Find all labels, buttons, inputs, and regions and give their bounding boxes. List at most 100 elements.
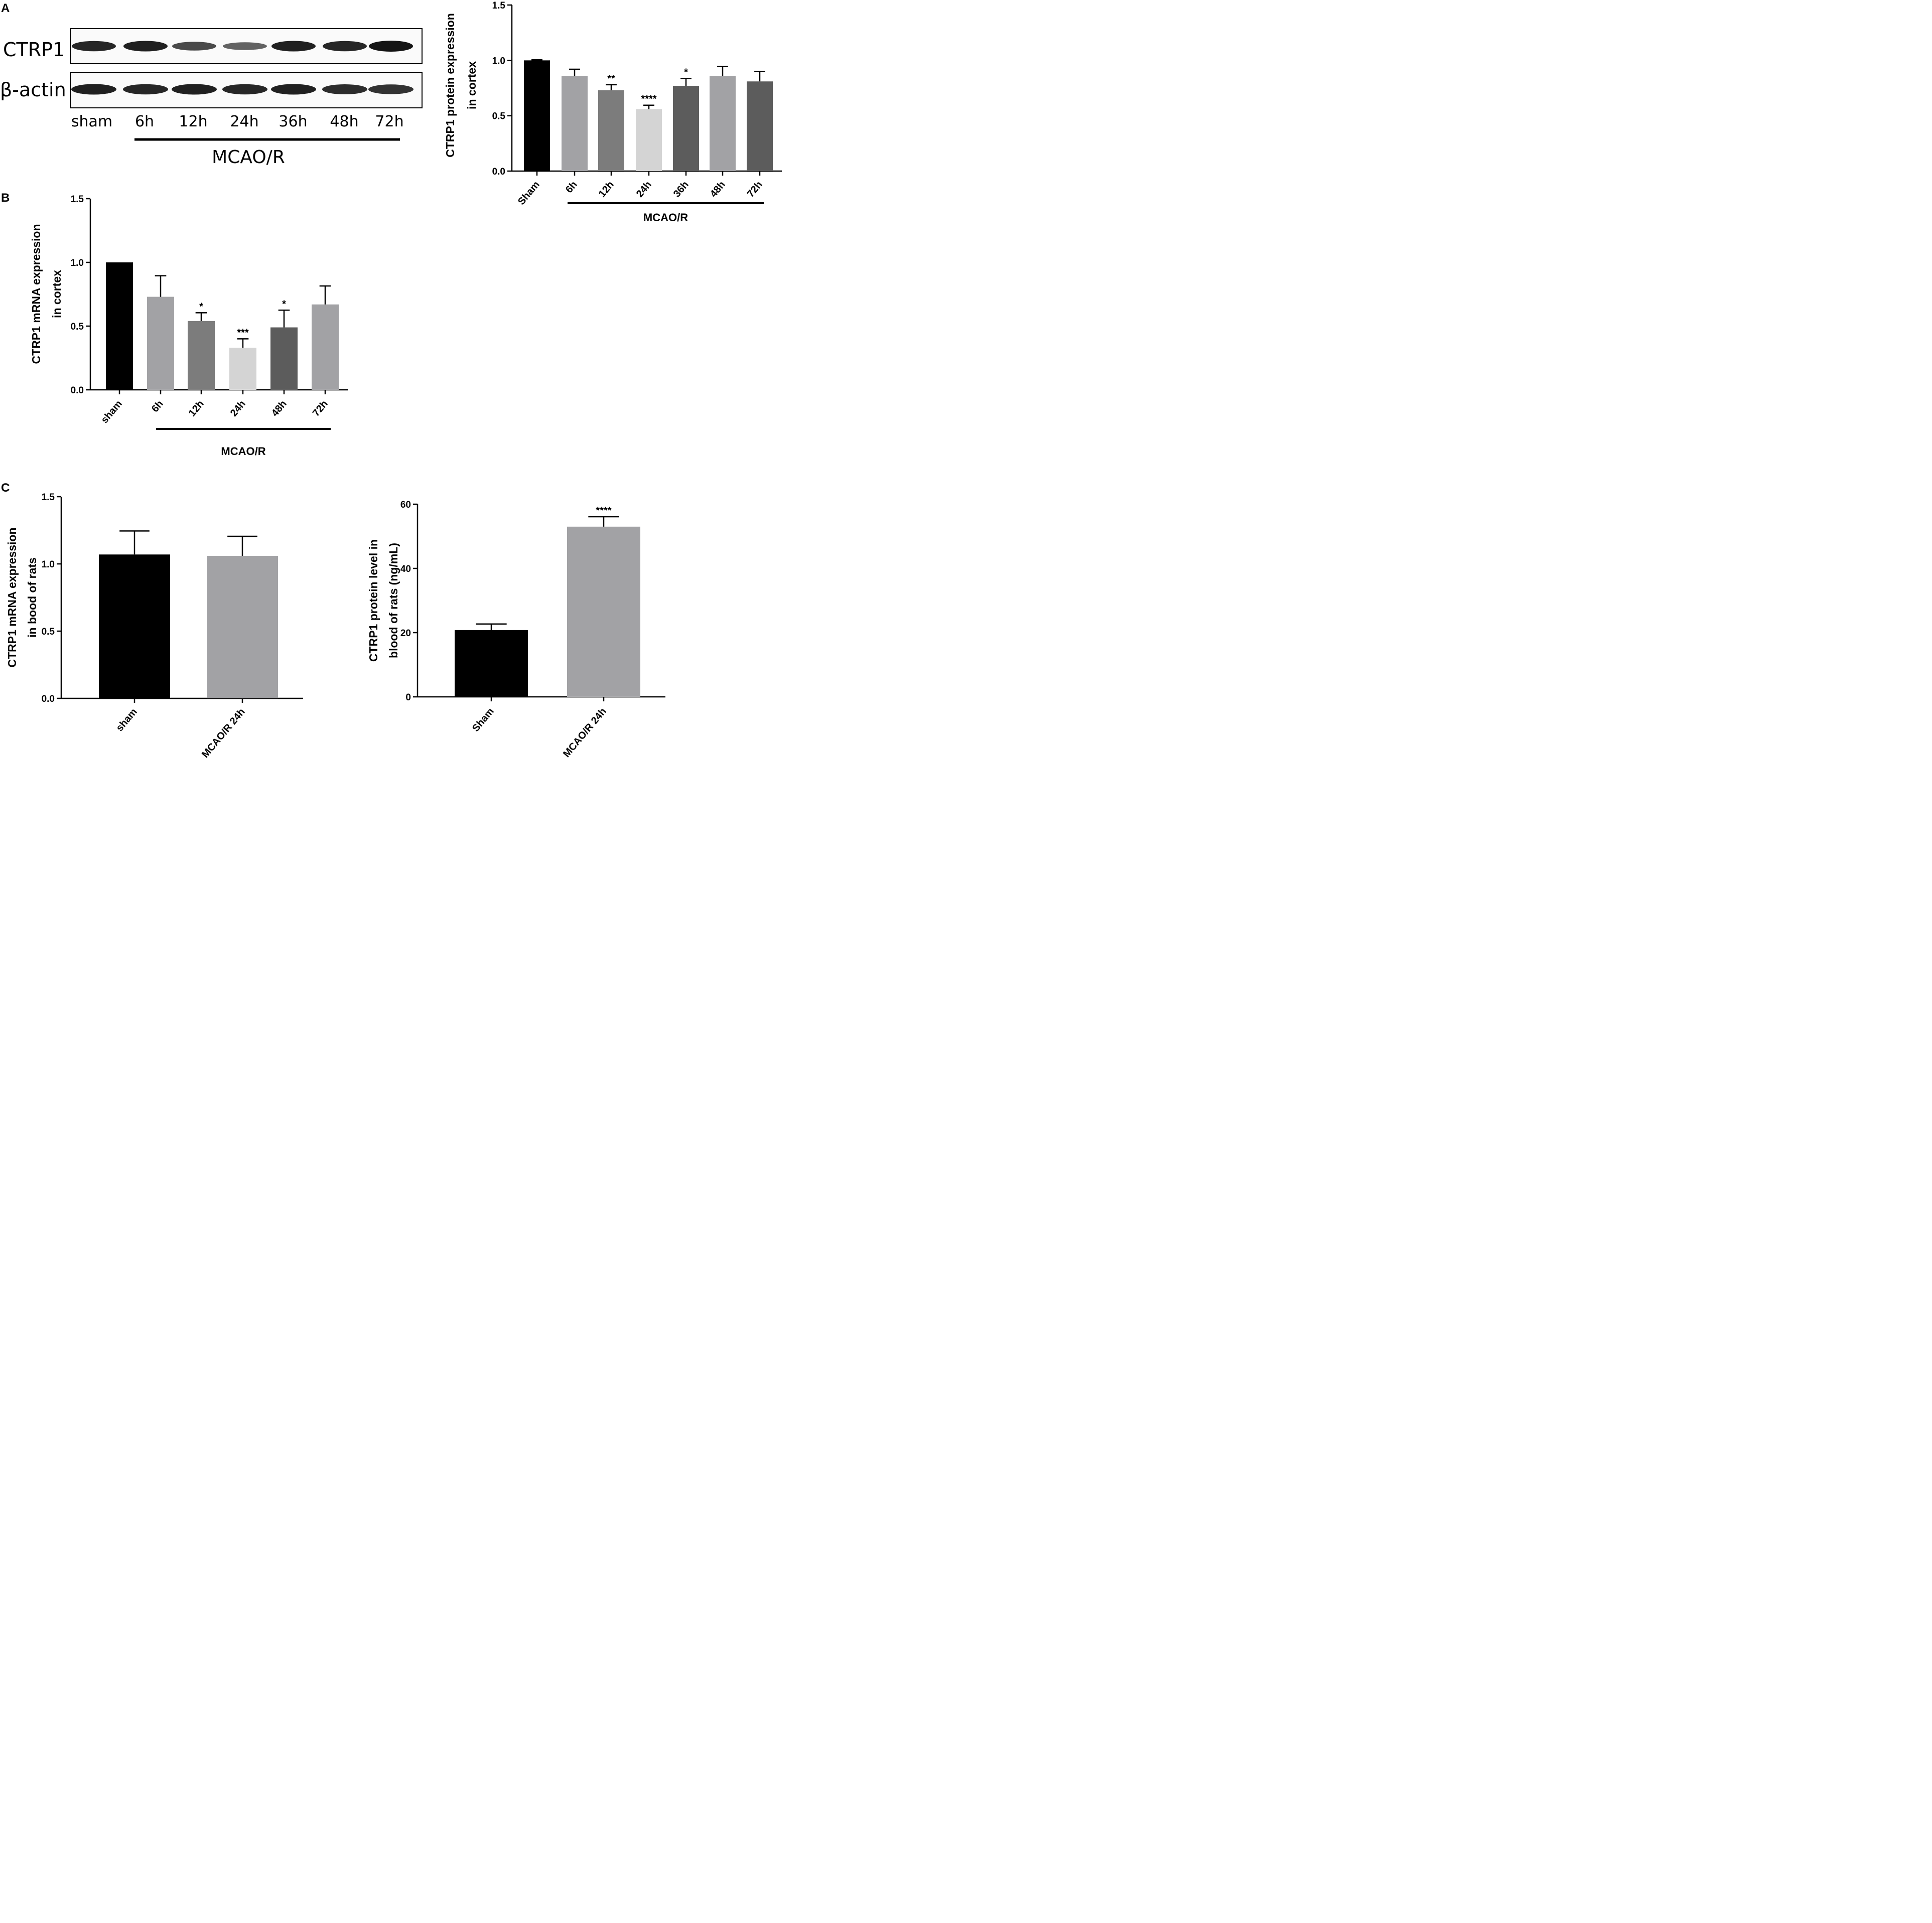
bar — [312, 304, 339, 390]
y-tick-label: 1.5 — [492, 1, 506, 11]
y-tick-label: 1.5 — [71, 194, 84, 205]
chart-protein-blood: 0 20 40 60 CTRP1 protein level in blood of ra… — [367, 500, 665, 760]
x-tick-label: 12h — [187, 398, 206, 419]
significance-marker: **** — [641, 94, 656, 105]
bar — [747, 81, 773, 171]
bar — [710, 76, 736, 171]
y-tick-label: 0.0 — [71, 385, 84, 396]
x-tick-label: MCAO/R 24h — [561, 706, 609, 760]
y-tick-label: 0.5 — [492, 111, 506, 122]
significance-marker: * — [199, 301, 203, 312]
panel-label-b: B — [1, 191, 10, 205]
y-tick-label: 40 — [400, 564, 411, 574]
panel-label-c: C — [1, 481, 10, 495]
x-tick-label: 36h — [671, 179, 691, 200]
x-tick-label: Sham — [470, 706, 496, 734]
bar — [455, 630, 528, 697]
blot-band-ctrp1 — [369, 41, 413, 52]
bar — [524, 60, 550, 171]
western-blot: CTRP1 β-actin sham 6h 12h 24h 36h 48h 72h MCAO… — [0, 28, 423, 168]
bar — [106, 262, 133, 390]
blot-row-label-beta-actin: β-actin — [0, 79, 66, 101]
bar — [673, 86, 699, 171]
significance-marker: * — [684, 67, 688, 78]
blot-lane-label: 36h — [279, 113, 307, 130]
significance-marker: * — [282, 299, 286, 310]
x-tick-label: 48h — [269, 398, 289, 419]
x-tick-label: Sham — [516, 179, 542, 207]
blot-lane-label: 24h — [230, 113, 258, 130]
significance-marker: ** — [607, 73, 615, 84]
y-axis-label: CTRP1 mRNA expression — [6, 527, 19, 667]
blot-band-ctrp1 — [72, 41, 116, 52]
blot-lane-label: 72h — [375, 113, 403, 130]
blot-band-ctrp1 — [323, 41, 367, 52]
y-tick-label: 1.0 — [492, 56, 505, 66]
y-axis-label: in bood of rats — [26, 557, 39, 638]
bar — [147, 297, 174, 390]
bar — [567, 526, 640, 697]
y-tick-label: 0.5 — [42, 627, 55, 637]
chart-mrna-blood: 0.0 0.5 1.0 1.5 CTRP1 mRNA expression in bood… — [6, 492, 303, 760]
y-tick-label: 0.5 — [71, 322, 84, 332]
bar — [229, 348, 256, 390]
bar — [562, 76, 588, 171]
y-tick-label: 60 — [400, 500, 411, 510]
y-axis-label: CTRP1 mRNA expression — [30, 224, 43, 364]
blot-band-ctrp1 — [223, 42, 267, 50]
x-tick-label: 48h — [708, 179, 728, 200]
y-axis-label: CTRP1 protein level in — [367, 539, 380, 662]
blot-lane-label: 12h — [179, 113, 207, 130]
blot-band-beta-actin — [222, 84, 267, 95]
significance-marker: **** — [596, 505, 611, 516]
blot-band-beta-actin — [172, 84, 217, 95]
y-axis-label: in cortex — [465, 61, 478, 109]
y-axis-label: CTRP1 protein expression — [444, 13, 457, 158]
y-tick-label: 0.0 — [492, 167, 505, 177]
y-tick-label: 20 — [400, 628, 411, 639]
blot-lane-label: 48h — [330, 113, 358, 130]
blot-band-beta-actin — [71, 84, 116, 95]
x-tick-label: 24h — [228, 398, 248, 419]
figure: A B C CTRP1 β-actin sham 6h 12h 24h 36h 48h 72… — [0, 0, 787, 783]
blot-band-ctrp1 — [271, 41, 316, 52]
blot-band-beta-actin — [368, 84, 413, 94]
blot-band-ctrp1 — [172, 42, 216, 51]
blot-band-ctrp1 — [123, 41, 168, 52]
y-tick-label: 0.0 — [42, 694, 55, 704]
y-tick-label: 1.0 — [71, 258, 84, 268]
blot-row-label-ctrp1: CTRP1 — [3, 39, 65, 61]
x-tick-label: 72h — [311, 398, 330, 419]
blot-band-beta-actin — [322, 84, 367, 94]
blot-lane-label: sham — [71, 113, 112, 130]
x-tick-label: sham — [114, 706, 139, 733]
x-tick-label: 72h — [745, 179, 765, 200]
blot-lane-label: 6h — [135, 113, 154, 130]
blot-band-beta-actin — [271, 84, 316, 95]
figure-canvas: A B C CTRP1 β-actin sham 6h 12h 24h 36h 48h 72… — [0, 1, 782, 760]
x-tick-label: sham — [99, 398, 124, 425]
y-axis-label: blood of rats (ng/mL) — [387, 543, 400, 658]
x-tick-label: 12h — [597, 179, 616, 200]
panel-label-a: A — [1, 2, 10, 15]
blot-band-beta-actin — [123, 84, 168, 95]
y-tick-label: 1.0 — [42, 559, 55, 570]
bar — [598, 90, 624, 171]
group-label: MCAO/R — [643, 211, 688, 224]
bar — [270, 327, 298, 390]
bar — [207, 555, 278, 698]
bar — [99, 554, 170, 698]
group-label: MCAO/R — [221, 445, 265, 458]
blot-group-label: MCAO/R — [212, 147, 285, 168]
x-tick-label: 6h — [150, 398, 166, 414]
y-tick-label: 1.5 — [42, 492, 55, 503]
x-tick-label: 24h — [634, 179, 654, 200]
chart-mrna-cortex: 0.0 0.5 1.0 1.5 CTRP1 mRNA expression in cort… — [30, 194, 348, 458]
x-tick-label: 6h — [564, 179, 580, 195]
y-tick-label: 0 — [405, 692, 411, 703]
chart-protein-cortex: 0.0 0.5 1.0 1.5 CTRP1 protein expression in c… — [444, 1, 782, 224]
y-axis-label: in cortex — [50, 270, 63, 318]
x-tick-label: MCAO/R 24h — [200, 706, 247, 760]
bar — [636, 109, 662, 171]
bar — [188, 321, 215, 390]
